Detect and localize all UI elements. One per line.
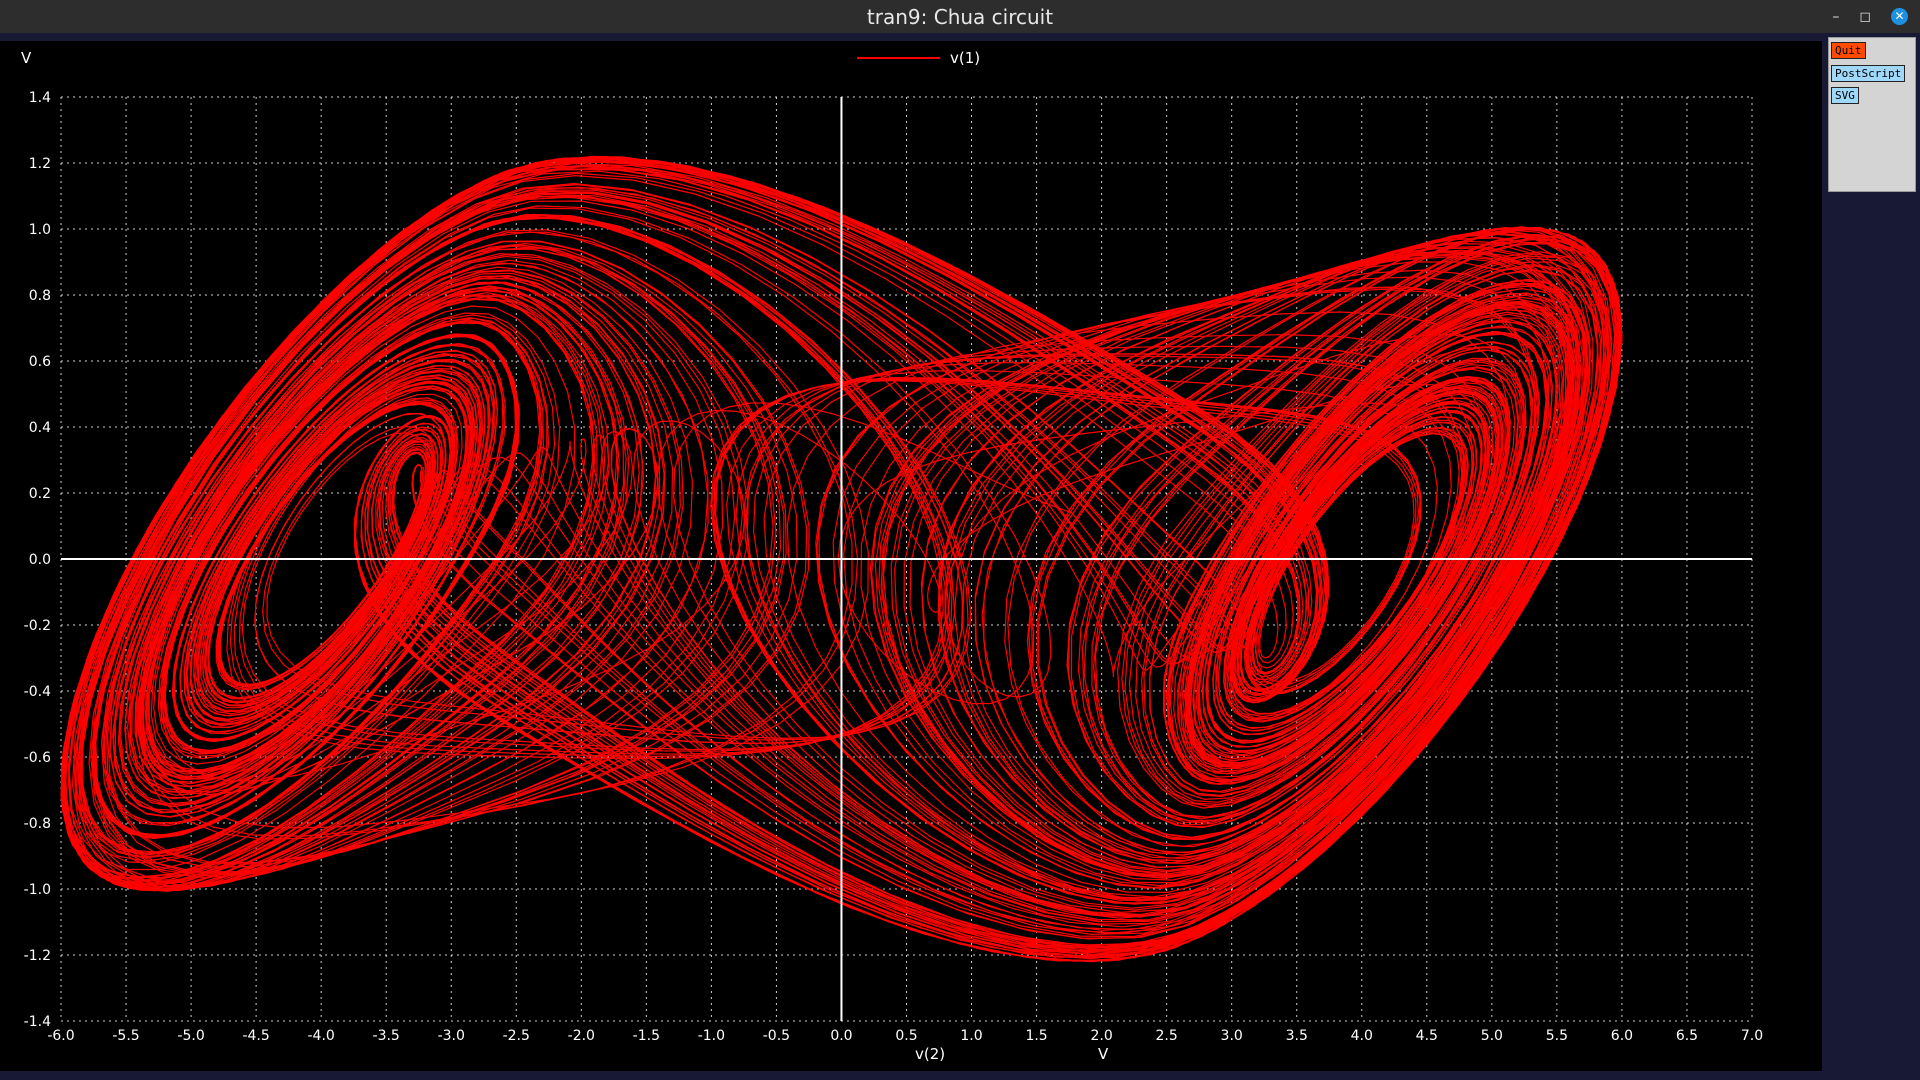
x-tick-label: 5.5 <box>1546 1028 1568 1044</box>
y-unit-label: V <box>21 49 32 67</box>
y-tick-label: 0.4 <box>29 420 51 436</box>
x-tick-label: 1.0 <box>960 1028 982 1044</box>
trace-segment <box>75 168 1623 962</box>
tick-labels: -6.0 -5.5 -5.0 -4.5 -4.0 -3.5 -3.0 -2.5 -2.0 -1.5… <box>24 90 1763 1044</box>
y-tick-label: -0.6 <box>24 750 51 766</box>
y-tick-label: 0.2 <box>29 486 51 502</box>
y-tick-label: -1.4 <box>24 1014 51 1030</box>
svg-button[interactable]: SVG <box>1831 87 1859 104</box>
x-tick-label: 4.5 <box>1416 1028 1438 1044</box>
x-tick-label: 0.0 <box>830 1028 852 1044</box>
x-tick-label: -5.0 <box>177 1028 204 1044</box>
y-tick-label: 0.6 <box>29 354 51 370</box>
x-tick-label: -4.5 <box>242 1028 269 1044</box>
window-titlebar: tran9: Chua circuit – ◻ ✕ <box>0 0 1920 33</box>
y-tick-label: 1.4 <box>29 90 51 106</box>
x-tick-label: -5.5 <box>112 1028 139 1044</box>
quit-button[interactable]: Quit <box>1831 42 1866 59</box>
x-tick-label: -2.0 <box>568 1028 595 1044</box>
window-controls: – ◻ ✕ <box>1832 0 1908 33</box>
x-tick-label: 1.5 <box>1025 1028 1047 1044</box>
x-tick-label: -4.0 <box>307 1028 334 1044</box>
y-tick-label: -0.4 <box>24 684 51 700</box>
y-tick-label: 0.0 <box>29 552 51 568</box>
x-tick-label: 2.0 <box>1090 1028 1112 1044</box>
x-tick-label: 3.0 <box>1221 1028 1243 1044</box>
x-unit-label: V <box>1098 1045 1109 1063</box>
trace-segment <box>61 157 1621 957</box>
x-tick-label: 6.5 <box>1676 1028 1698 1044</box>
y-tick-label: -0.8 <box>24 816 51 832</box>
window-title: tran9: Chua circuit <box>866 4 1054 29</box>
legend: v(1) <box>857 49 980 67</box>
x-tick-label: -2.5 <box>503 1028 530 1044</box>
x-tick-label: -6.0 <box>47 1028 74 1044</box>
button-panel: Quit PostScript SVG <box>1828 37 1916 192</box>
chart-svg: -6.0 -5.5 -5.0 -4.5 -4.0 -3.5 -3.0 -2.5 -2.0 -1.5… <box>21 49 1763 1063</box>
x-tick-label: 4.0 <box>1351 1028 1373 1044</box>
x-tick-label: -1.5 <box>633 1028 660 1044</box>
maximize-icon[interactable]: ◻ <box>1859 8 1871 25</box>
postscript-button[interactable]: PostScript <box>1831 65 1906 82</box>
x-axis-label: v(2) <box>915 1045 945 1063</box>
x-tick-label: -0.5 <box>763 1028 790 1044</box>
y-tick-label: -0.2 <box>24 618 51 634</box>
y-tick-label: 1.0 <box>29 222 51 238</box>
trace-segment <box>61 156 1619 958</box>
y-tick-label: 0.8 <box>29 288 51 304</box>
y-tick-label: 1.2 <box>29 156 51 172</box>
minimize-icon[interactable]: – <box>1832 8 1840 25</box>
legend-label-v1: v(1) <box>950 49 980 67</box>
plot-area: -6.0 -5.5 -5.0 -4.5 -4.0 -3.5 -3.0 -2.5 -2.0 -1.5… <box>0 41 1822 1071</box>
axes <box>61 97 1752 1021</box>
x-tick-label: 6.0 <box>1611 1028 1633 1044</box>
close-icon[interactable]: ✕ <box>1891 8 1908 25</box>
x-tick-label: 0.5 <box>895 1028 917 1044</box>
x-tick-label: 5.0 <box>1481 1028 1503 1044</box>
x-tick-label: 3.5 <box>1286 1028 1308 1044</box>
y-tick-label: -1.2 <box>24 948 51 964</box>
x-tick-label: -1.0 <box>698 1028 725 1044</box>
attractor-trace <box>60 155 1623 963</box>
y-tick-label: -1.0 <box>24 882 51 898</box>
x-tick-label: -3.5 <box>373 1028 400 1044</box>
x-tick-label: -3.0 <box>438 1028 465 1044</box>
x-tick-label: 7.0 <box>1741 1028 1763 1044</box>
x-tick-label: 2.5 <box>1156 1028 1178 1044</box>
